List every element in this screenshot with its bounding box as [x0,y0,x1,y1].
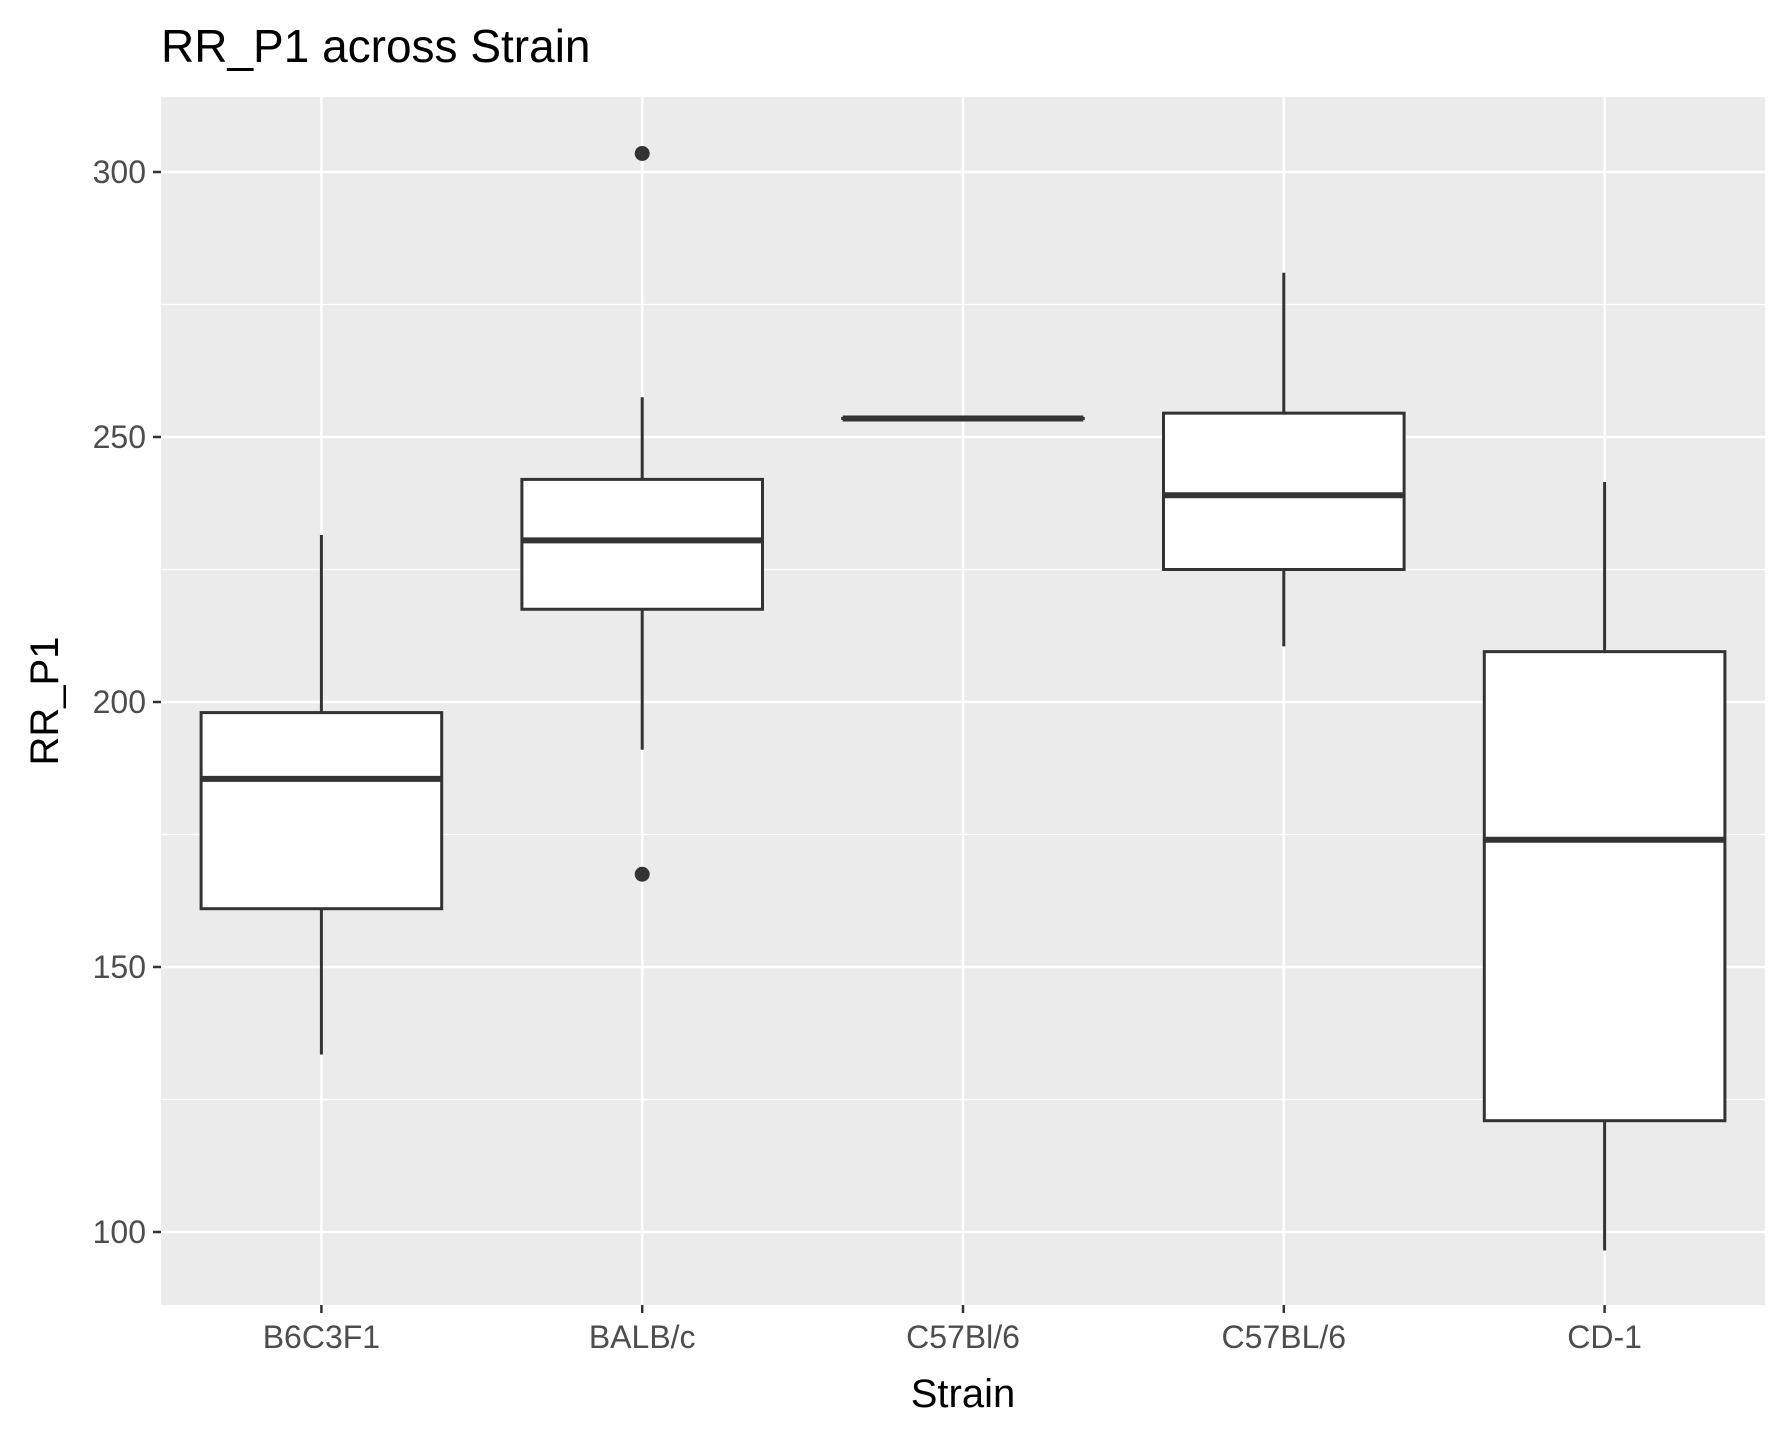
box-BALB/c [520,145,765,882]
box-CD-1 [1482,482,1727,1251]
box-B6C3F1 [199,535,444,1055]
y-tick-label: 200 [93,684,146,720]
iqr-box [1482,650,1727,1123]
y-tick-label: 300 [93,154,146,190]
x-tick-label: CD-1 [1567,1319,1642,1355]
x-tick-label: B6C3F1 [263,1319,380,1355]
iqr-box [1162,411,1406,571]
y-tick-label: 100 [93,1214,146,1250]
y-axis-title: RR_P1 [23,637,67,766]
axes: 100 150 200 250 300 B6C3F1 BALB/c C57Bl/6 C57BL/… [93,154,1642,1355]
iqr-box [199,711,444,911]
chart-title: RR_P1 across Strain [161,20,591,72]
outlier-point [634,866,650,882]
outlier-point [634,145,650,161]
y-tick-label: 250 [93,419,146,455]
x-tick-label: C57Bl/6 [906,1319,1020,1355]
x-tick-label: C57BL/6 [1222,1319,1347,1355]
boxes [199,145,1727,1251]
x-tick-label: BALB/c [589,1319,696,1355]
box-C57BL/6 [1162,272,1406,647]
y-tick-label: 150 [93,949,146,985]
x-axis-title: Strain [911,1372,1016,1416]
iqr-box [520,477,765,611]
